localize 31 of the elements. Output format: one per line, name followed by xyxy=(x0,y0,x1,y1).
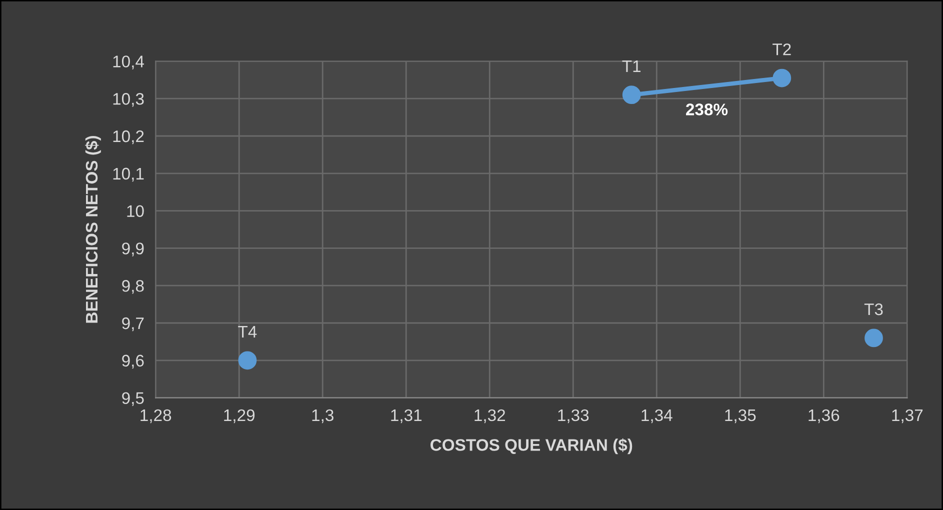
point xyxy=(238,351,257,370)
point xyxy=(622,86,641,104)
y-tick-label: 9,6 xyxy=(122,354,144,369)
x-tick-label: 1,35 xyxy=(725,409,756,424)
x-tick-label: 1,34 xyxy=(642,409,672,424)
x-tick-label: 1,31 xyxy=(391,409,422,424)
annotation: 238% xyxy=(686,104,728,116)
y-tick-label: 10,2 xyxy=(113,130,144,144)
data-label: T2 xyxy=(772,43,791,56)
y-tick-label: 10,3 xyxy=(113,93,144,107)
x-tick-label: 1,3 xyxy=(312,409,334,424)
x-tick-label: 1,36 xyxy=(808,409,840,424)
y-tick-label: 9,9 xyxy=(122,242,144,256)
y-tick-label: 9,5 xyxy=(122,392,144,406)
y-tick-label: 10,4 xyxy=(113,56,144,70)
x-tick-label: 1,33 xyxy=(558,409,589,424)
x-tick-label: 1,37 xyxy=(892,409,923,424)
y-tick-label: 10 xyxy=(127,205,144,218)
data-label: T1 xyxy=(622,60,640,72)
y-axis-title: BENEFICIOS NETOS ($) xyxy=(85,136,101,323)
x-tick-label: 1,32 xyxy=(474,409,506,424)
data-label: T4 xyxy=(238,326,257,338)
x-tick-label: 1,28 xyxy=(140,409,172,424)
point xyxy=(772,68,792,88)
y-tick-label: 10,1 xyxy=(113,168,144,182)
data-label: T3 xyxy=(864,303,883,316)
point xyxy=(864,328,883,348)
x-tick-label: 1,29 xyxy=(224,409,255,424)
y-tick-label: 9,7 xyxy=(122,317,144,332)
y-tick-label: 9,8 xyxy=(122,280,144,294)
x-axis-title: COSTOS QUE VARIAN ($) xyxy=(430,438,632,454)
